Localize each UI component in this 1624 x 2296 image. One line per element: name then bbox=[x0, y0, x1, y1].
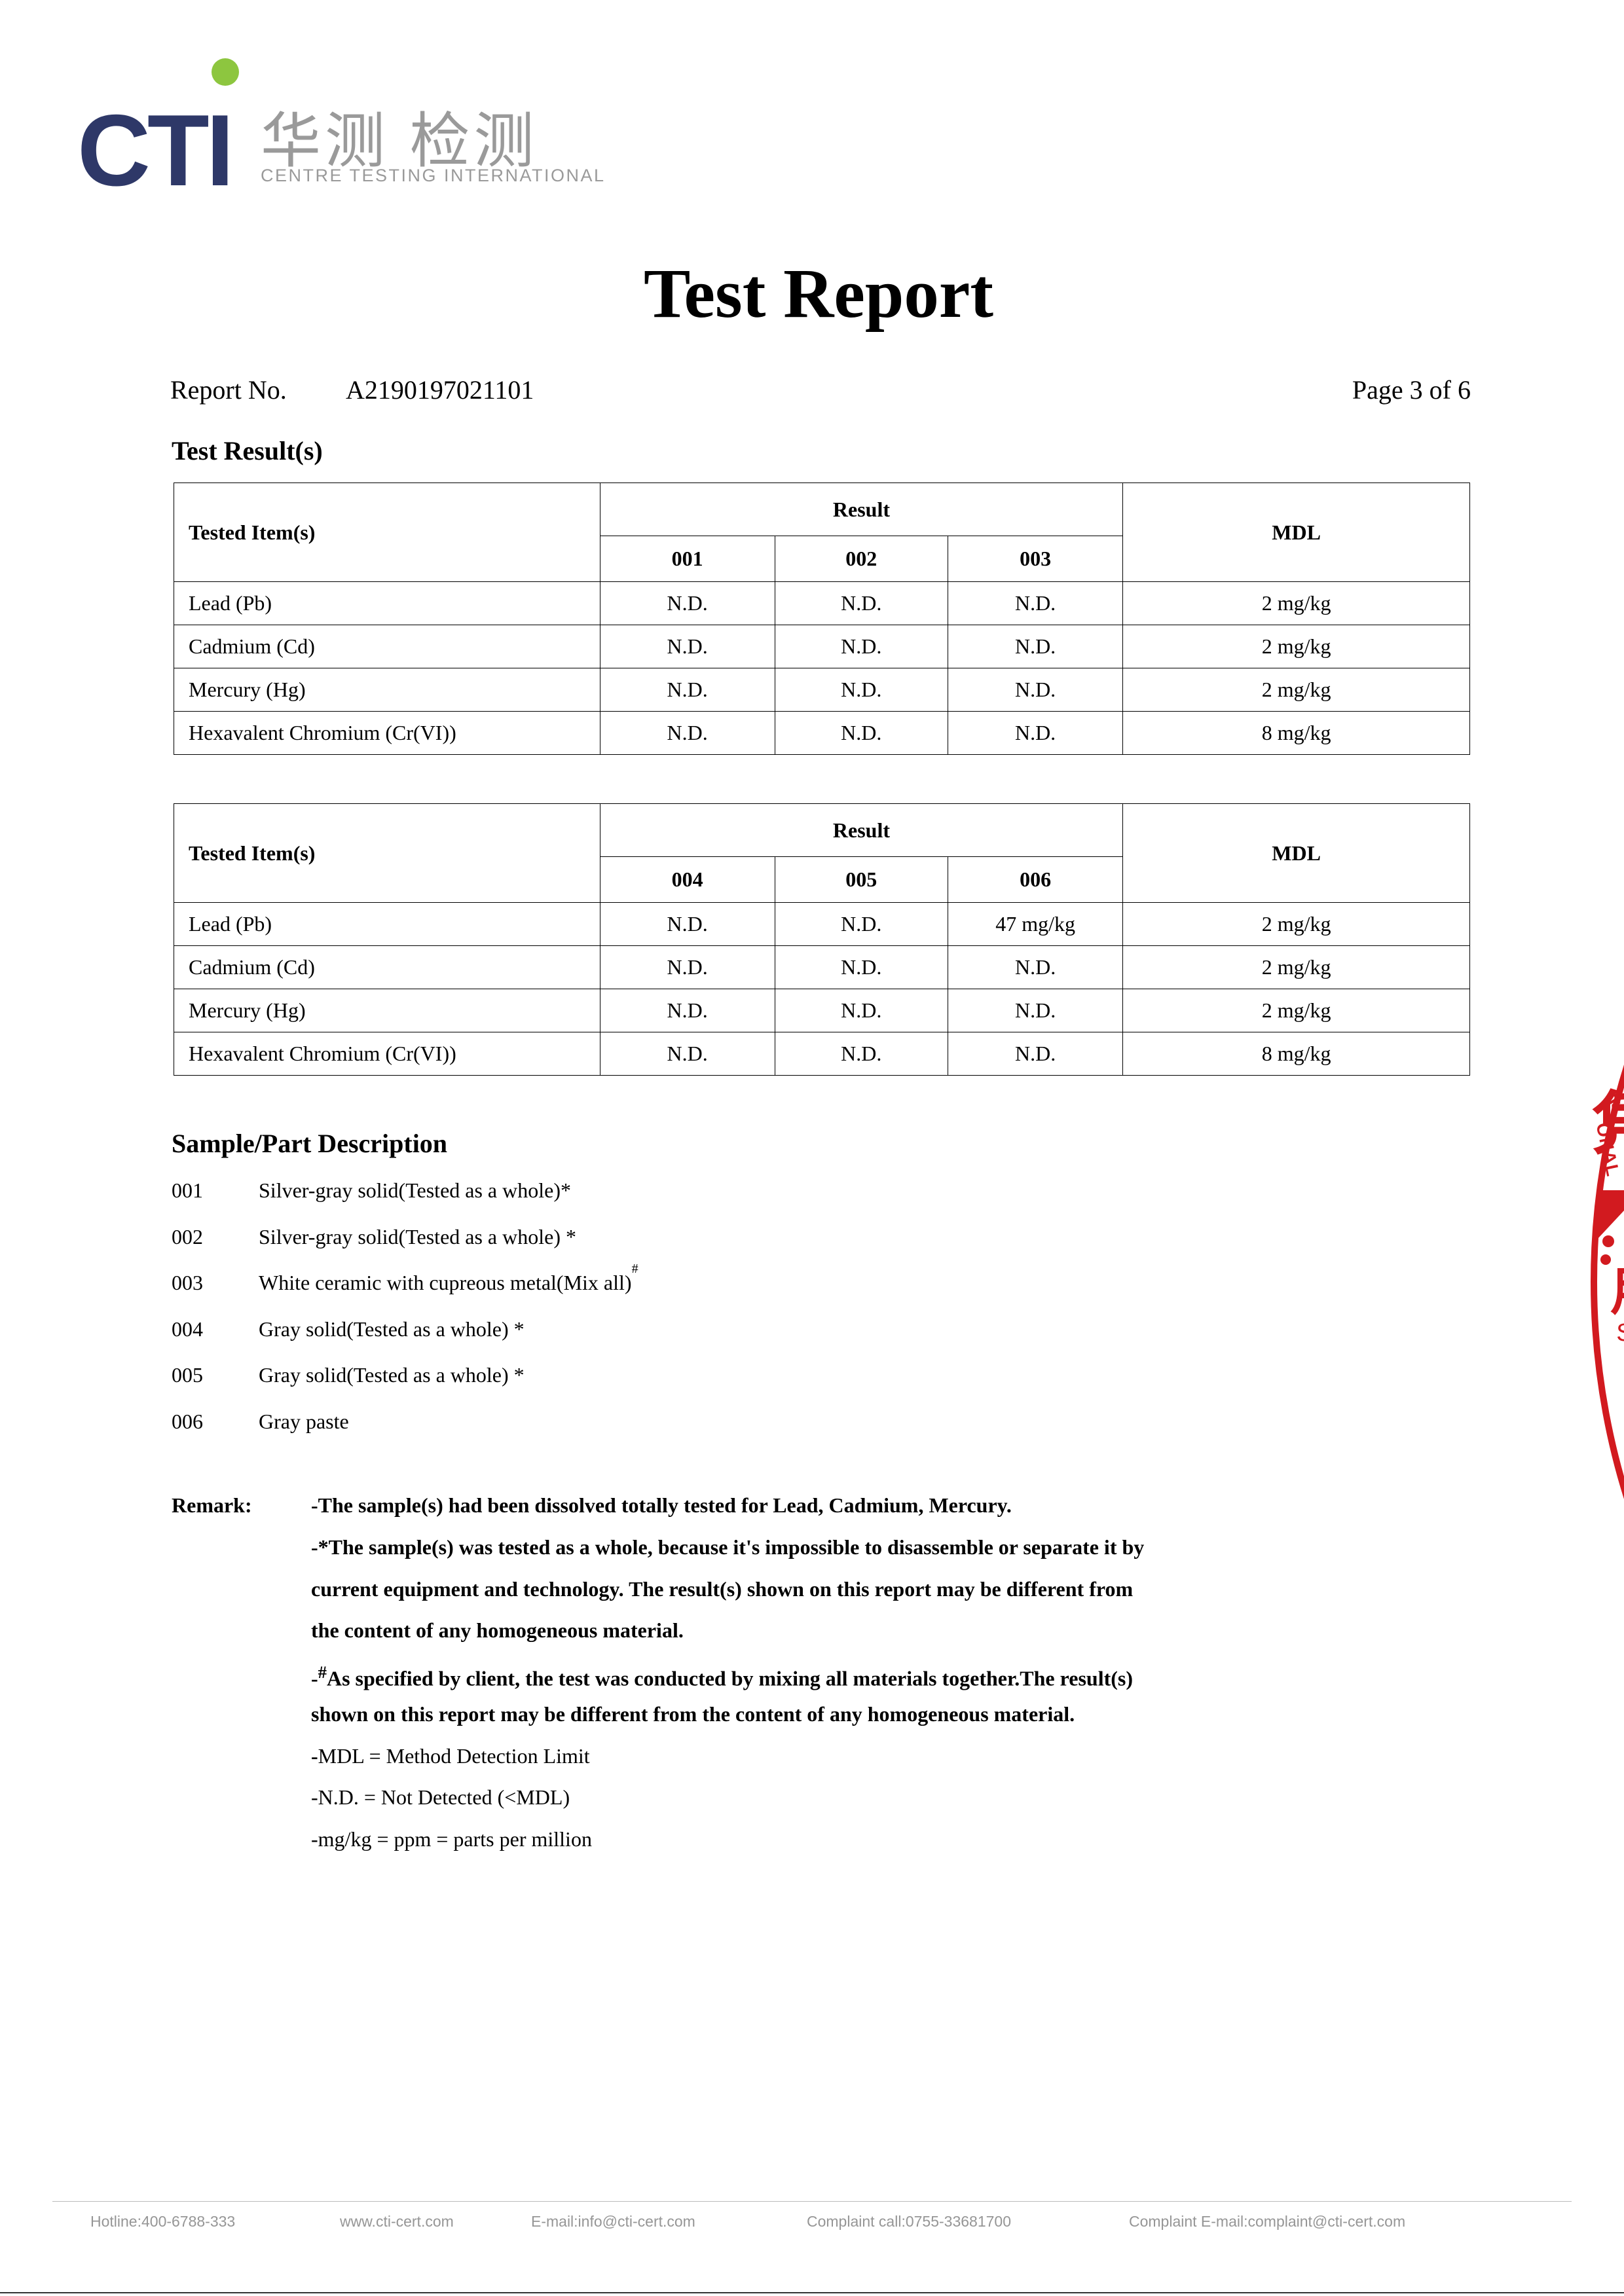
svg-text:用: 用 bbox=[1610, 1264, 1624, 1321]
svg-text:华测 检测: 华测 检测 bbox=[261, 108, 538, 175]
svg-text:CENTRE TESTING INTERNATIONAL: CENTRE TESTING INTERNATIONAL bbox=[261, 166, 606, 185]
svg-text:CTI: CTI bbox=[77, 94, 231, 207]
svg-text:Servi: Servi bbox=[1616, 1319, 1624, 1347]
